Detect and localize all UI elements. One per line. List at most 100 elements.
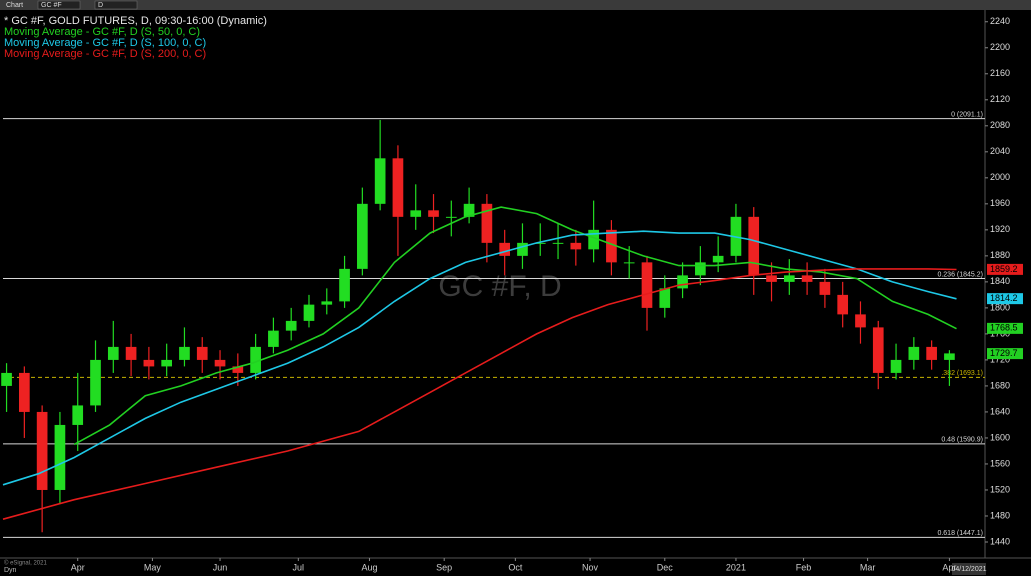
candle-body [588, 229, 599, 250]
candle-body [552, 242, 564, 244]
candle-body [872, 327, 884, 373]
candle-body [90, 359, 101, 406]
candle-body [463, 203, 475, 217]
candle-body [285, 320, 297, 331]
candle-body [517, 242, 528, 256]
moving-average [2, 268, 957, 520]
moving-average [2, 230, 957, 486]
candle-body [143, 359, 155, 367]
y-tick-label: 1680 [990, 380, 1010, 390]
x-tick-label: Apr [71, 562, 85, 572]
legend-entry: Moving Average - GC #F, D (S, 200, 0, C) [4, 48, 206, 60]
candle-body [392, 158, 404, 217]
price-tag [987, 322, 1023, 334]
level-label: 0 (2091.1) [951, 111, 983, 118]
candle-body [695, 262, 706, 276]
x-tick-label: Nov [582, 562, 599, 572]
price-tag-label: 1768.5 [990, 323, 1018, 333]
x-tick-label: Mar [860, 562, 876, 572]
y-tick-label: 1840 [990, 276, 1010, 286]
candle-body [54, 424, 66, 490]
candle-body [677, 275, 688, 289]
candle-body [766, 275, 777, 282]
price-tag [987, 348, 1023, 360]
candle-body [623, 262, 635, 264]
price-tag-label: 1859.2 [990, 264, 1018, 274]
toolbar-item[interactable]: Chart [6, 2, 23, 9]
candle-body [410, 210, 422, 217]
candle-body [748, 216, 760, 276]
candle-body [641, 262, 653, 308]
y-tick-label: 2120 [990, 94, 1010, 104]
x-tick-label: Jul [293, 562, 305, 572]
candle-body [855, 314, 866, 328]
toolbar-item[interactable]: D [98, 2, 103, 9]
candle-body [161, 359, 173, 367]
candle-body [659, 288, 671, 308]
last-date-box [952, 563, 986, 575]
interval-box[interactable] [94, 0, 138, 10]
candle-body [232, 366, 244, 373]
x-tick-label: Apr [942, 562, 956, 572]
price-tag-label: 1729.7 [990, 348, 1018, 358]
candle-body [321, 301, 333, 305]
y-tick-label: 1520 [990, 484, 1010, 494]
candle-body [445, 216, 457, 218]
legend-entry: Moving Average - GC #F, D (S, 100, 0, C) [4, 37, 206, 49]
y-tick-label: 2000 [990, 172, 1010, 182]
y-tick-label: 1600 [990, 432, 1010, 442]
candle-body [926, 346, 937, 360]
y-tick-label: 2200 [990, 42, 1010, 52]
y-tick-label: 1640 [990, 406, 1010, 416]
candle-body [72, 405, 84, 425]
candle-body [428, 210, 439, 217]
candle-body [214, 359, 226, 367]
candle-body [303, 304, 315, 321]
level-label: 0.618 (1447.1) [937, 530, 983, 537]
toolbar-item[interactable]: GC #F [41, 2, 62, 9]
candle-body [570, 242, 582, 250]
level-label: .382 (1693.1) [941, 370, 983, 377]
y-tick-label: 2240 [990, 16, 1010, 26]
x-tick-label: May [144, 562, 162, 572]
y-tick-label: 1800 [990, 302, 1010, 312]
candle-body [890, 359, 902, 373]
copyright: © eSignal, 2021 [4, 560, 47, 567]
candle-body [19, 372, 30, 412]
mode[interactable]: Dyn [4, 567, 17, 574]
candle-body [481, 203, 493, 243]
candle-body [712, 255, 724, 263]
x-tick-label: Sep [436, 562, 452, 572]
candle-body [339, 268, 350, 302]
y-tick-label: 1440 [990, 536, 1010, 546]
candle-body [374, 158, 386, 204]
moving-average [73, 206, 957, 446]
chart-title: * GC #F, GOLD FUTURES, D, 09:30-16:00 (D… [4, 15, 267, 27]
last-date: 04/12/2021 [951, 566, 986, 573]
candle-body [250, 346, 261, 373]
candle-body [783, 275, 795, 282]
candle-body [125, 346, 137, 360]
candle-body [196, 346, 208, 360]
candle-body [908, 346, 920, 360]
price-tag [987, 263, 1023, 275]
candle-body [36, 411, 48, 490]
toolbar [0, 0, 1031, 10]
candle-body [357, 203, 368, 269]
candle-body [801, 275, 813, 282]
y-tick-label: 1480 [990, 510, 1010, 520]
y-tick-label: 1560 [990, 458, 1010, 468]
candle-body [819, 281, 831, 295]
y-tick-label: 2160 [990, 68, 1010, 78]
candle-body [268, 330, 279, 347]
symbol-box[interactable] [37, 0, 81, 10]
candle-body [499, 242, 511, 256]
candle-body [944, 353, 955, 360]
candle-body [179, 346, 190, 360]
x-tick-label: Oct [508, 562, 523, 572]
candle-body [107, 346, 119, 360]
watermark: GC #F, D [438, 270, 561, 303]
